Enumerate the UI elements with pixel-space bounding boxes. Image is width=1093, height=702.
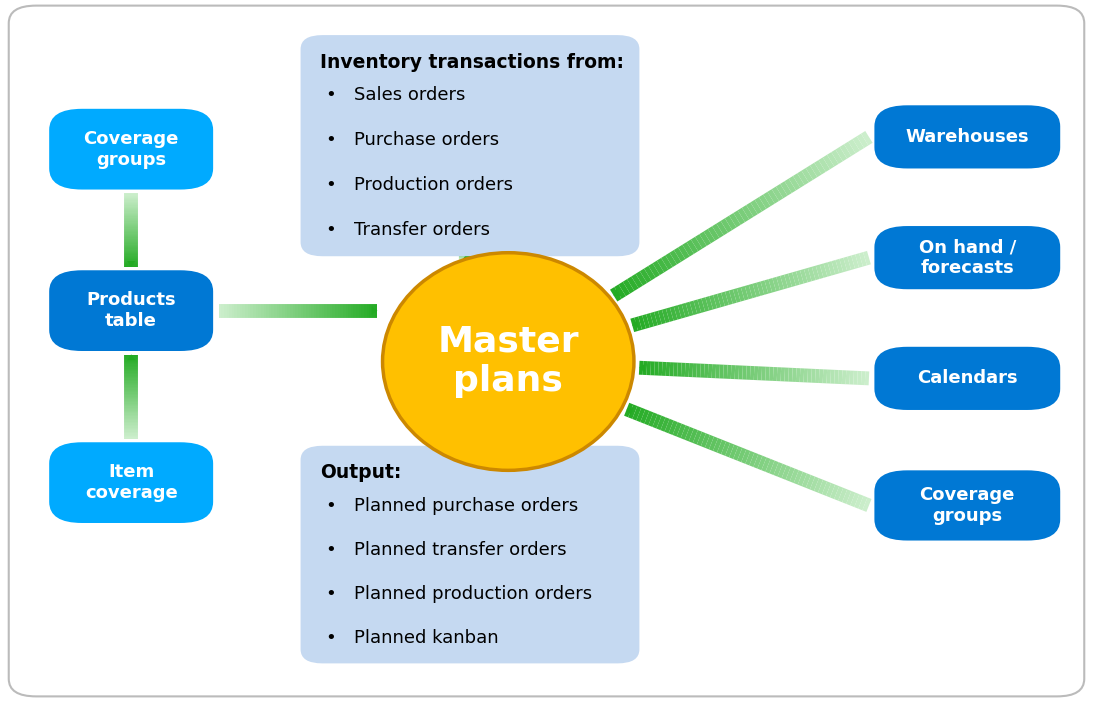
Text: Warehouses: Warehouses [905,128,1030,146]
FancyBboxPatch shape [301,35,639,256]
FancyBboxPatch shape [874,470,1060,541]
Text: Item
coverage: Item coverage [85,463,177,502]
Text: On hand /
forecasts: On hand / forecasts [918,238,1016,277]
Text: •   Planned kanban: • Planned kanban [326,629,498,647]
Text: •   Transfer orders: • Transfer orders [326,220,490,239]
FancyBboxPatch shape [49,442,213,523]
FancyBboxPatch shape [874,105,1060,168]
Text: •   Purchase orders: • Purchase orders [326,131,498,149]
Text: Calendars: Calendars [917,369,1018,388]
Text: Coverage
groups: Coverage groups [919,486,1015,525]
Ellipse shape [383,253,634,470]
Text: Coverage
groups: Coverage groups [83,130,179,168]
FancyBboxPatch shape [874,347,1060,410]
Text: •   Planned transfer orders: • Planned transfer orders [326,541,566,559]
Text: Output:: Output: [320,463,401,482]
Text: •   Planned purchase orders: • Planned purchase orders [326,497,578,515]
FancyBboxPatch shape [49,109,213,190]
Text: Master
plans: Master plans [437,325,579,398]
Text: •   Sales orders: • Sales orders [326,86,466,105]
Text: Inventory transactions from:: Inventory transactions from: [320,53,624,72]
Text: Products
table: Products table [86,291,176,330]
FancyBboxPatch shape [49,270,213,351]
Text: •   Planned production orders: • Planned production orders [326,585,591,603]
FancyBboxPatch shape [301,446,639,663]
FancyBboxPatch shape [874,226,1060,289]
Text: •   Production orders: • Production orders [326,176,513,194]
